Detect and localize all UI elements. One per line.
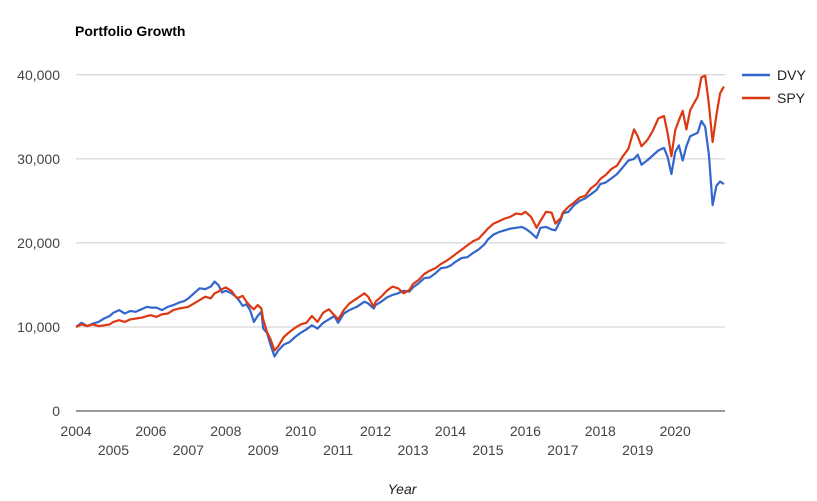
x-tick-label: 2013 <box>397 442 428 458</box>
x-tick-label: 2016 <box>510 423 541 439</box>
series-line-dvy <box>75 119 725 358</box>
x-axis-label: Year <box>388 481 418 497</box>
x-tick-label: 2019 <box>622 442 653 458</box>
y-tick-label: 30,000 <box>17 151 60 167</box>
x-tick-label: 2010 <box>285 423 316 439</box>
legend-label: DVY <box>777 67 806 83</box>
legend-item-dvy[interactable]: DVY <box>742 67 806 83</box>
y-tick-label: 10,000 <box>17 319 60 335</box>
x-tick-label: 2014 <box>435 423 466 439</box>
x-tick-label: 2011 <box>323 442 353 458</box>
series-lines <box>75 74 725 358</box>
series-line-spy <box>75 74 725 352</box>
y-tick-label: 0 <box>52 403 60 419</box>
y-tick-label: 20,000 <box>17 235 60 251</box>
axes: 0 10,000 20,000 30,000 40,000 2004 2005 2006 200… <box>17 67 725 458</box>
x-tick-label: 2008 <box>210 423 241 439</box>
legend-item-spy[interactable]: SPY <box>742 90 806 106</box>
x-tick-label: 2007 <box>173 442 204 458</box>
y-tick-label: 40,000 <box>17 67 60 83</box>
x-tick-label: 2020 <box>660 423 691 439</box>
legend-label: SPY <box>777 90 806 106</box>
x-tick-label: 2005 <box>98 442 129 458</box>
x-tick-label: 2009 <box>248 442 279 458</box>
gridlines <box>76 74 725 328</box>
x-tick-label: 2018 <box>585 423 616 439</box>
legend: DVY SPY <box>742 67 806 106</box>
chart-title: Portfolio Growth <box>75 23 185 39</box>
x-tick-label: 2012 <box>360 423 391 439</box>
x-tick-label: 2006 <box>135 423 166 439</box>
x-tick-label: 2004 <box>60 423 91 439</box>
x-tick-label: 2015 <box>472 442 503 458</box>
x-tick-label: 2017 <box>547 442 578 458</box>
